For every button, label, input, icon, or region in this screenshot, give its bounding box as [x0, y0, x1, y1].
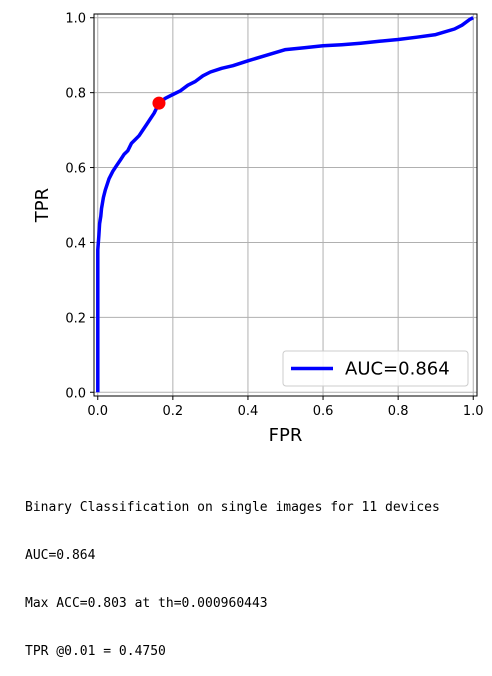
x-tick-label: 0.2	[163, 404, 184, 419]
x-tick-label: 0.4	[238, 404, 259, 419]
y-tick-label: 0.4	[65, 236, 86, 251]
x-tick-label: 0.6	[313, 404, 334, 419]
roc-chart: 0.0 0.2 0.4 0.6 0.8 1.0 0.0 0.2 0.4 0.6 0.8 1.0 FPR…	[0, 0, 492, 460]
caption: Binary Classification on single images f…	[25, 468, 440, 676]
x-axis-title: FPR	[269, 425, 303, 446]
caption-auc: AUC=0.864	[25, 548, 440, 564]
x-tick-label: 1.0	[463, 404, 484, 419]
legend: AUC=0.864	[283, 351, 468, 386]
caption-title: Binary Classification on single images f…	[25, 500, 440, 516]
curve-layer	[98, 18, 473, 393]
y-tick-label: 1.0	[65, 12, 86, 27]
x-tick-label: 0.0	[87, 404, 108, 419]
caption-tpr: TPR @0.01 = 0.4750	[25, 644, 440, 660]
y-tick-label: 0.8	[65, 87, 86, 102]
grid-layer	[94, 14, 477, 396]
plot-frame	[94, 14, 477, 396]
x-tick-label: 0.8	[388, 404, 409, 419]
y-tick-label: 0.2	[65, 311, 86, 326]
y-tick-label: 0.6	[65, 162, 86, 177]
legend-label: AUC=0.864	[345, 359, 450, 380]
caption-max-acc: Max ACC=0.803 at th=0.000960443	[25, 596, 440, 612]
y-axis-title: TPR	[32, 188, 53, 223]
max-acc-point	[152, 97, 165, 110]
roc-curve	[98, 18, 473, 393]
y-tick-label: 0.0	[65, 386, 86, 401]
